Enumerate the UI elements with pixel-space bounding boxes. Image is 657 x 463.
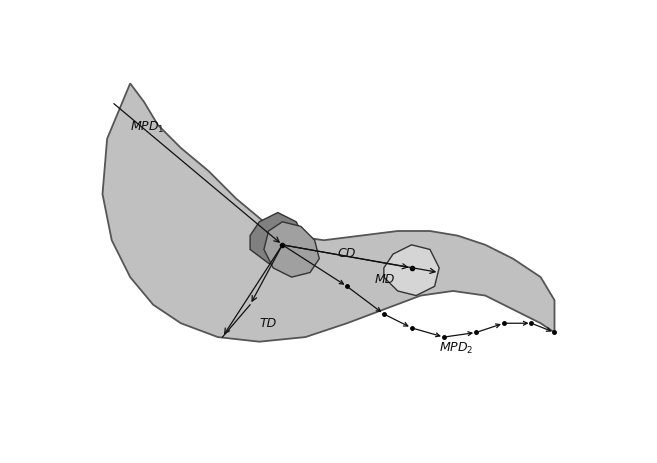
Text: $MPD_1$: $MPD_1$	[130, 119, 165, 134]
Text: $MPD_2$: $MPD_2$	[439, 340, 474, 355]
Text: CD: CD	[338, 247, 356, 260]
Polygon shape	[250, 213, 306, 269]
Polygon shape	[264, 222, 319, 277]
Polygon shape	[384, 245, 439, 296]
Text: MD: MD	[374, 272, 395, 285]
Text: TD: TD	[260, 316, 277, 329]
Polygon shape	[102, 84, 555, 342]
